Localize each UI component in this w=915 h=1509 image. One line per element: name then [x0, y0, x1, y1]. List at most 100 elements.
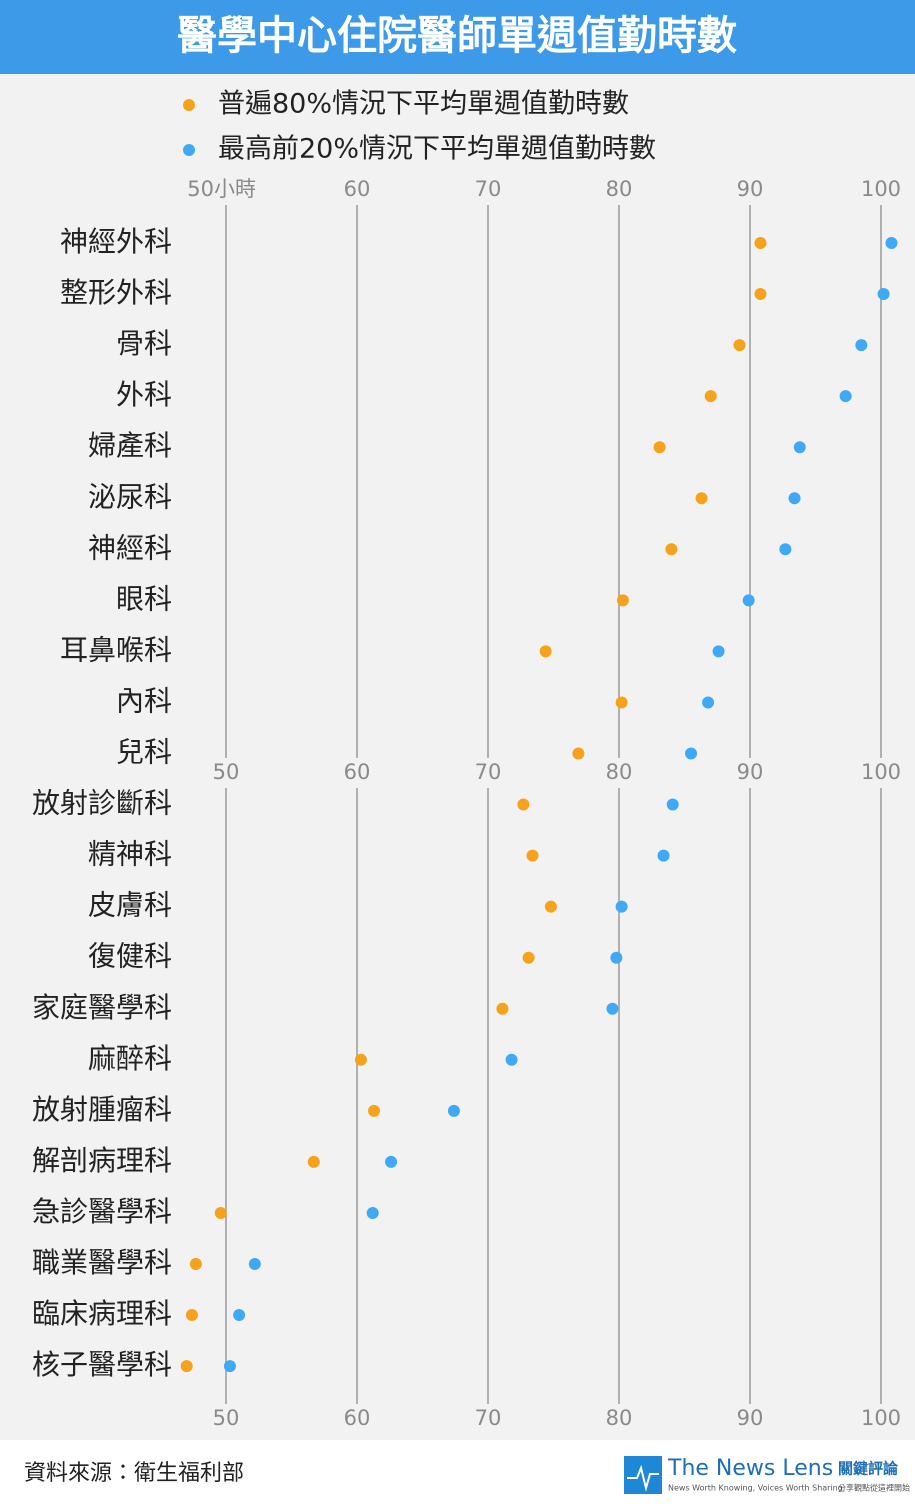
- category-label: 內科: [116, 684, 172, 717]
- category-label: 核子醫學科: [32, 1348, 172, 1381]
- dot: [695, 492, 708, 505]
- dot: [248, 1258, 261, 1270]
- dot: [233, 1309, 246, 1322]
- dot: [666, 798, 679, 811]
- x-tick-label: 70: [475, 177, 502, 201]
- dot: [496, 1002, 509, 1015]
- x-tick-label: 80: [606, 760, 633, 784]
- dot: [606, 1002, 619, 1015]
- dot: [526, 849, 539, 862]
- brand-name-zh: 關鍵評論: [838, 1460, 899, 1478]
- dot: [522, 951, 535, 964]
- dot: [385, 1155, 398, 1168]
- legend-label: 普遍80%情況下平均單週值勤時數: [218, 89, 629, 120]
- x-tick-label: 50: [213, 1406, 240, 1430]
- category-label: 臨床病理科: [32, 1297, 172, 1330]
- x-tick-label: 100: [861, 177, 901, 201]
- category-label: 外科: [116, 378, 172, 411]
- dot: [610, 951, 623, 964]
- logo: The News Lens 關鍵評論 News Worth Knowing, V…: [624, 1456, 910, 1494]
- category-label: 麻醉科: [88, 1042, 172, 1075]
- logo-pulse: [627, 1464, 659, 1492]
- x-tick-label: 100: [861, 760, 901, 784]
- category-label: 復健科: [88, 940, 172, 973]
- brand-tagline: News Worth Knowing, Voices Worth Sharing: [668, 1484, 843, 1493]
- category-label: 婦產科: [88, 429, 172, 462]
- dot: [702, 696, 715, 709]
- dot: [615, 696, 628, 709]
- x-tick-label: 80: [606, 177, 633, 201]
- x-tick-label: 90: [737, 177, 764, 201]
- category-label: 家庭醫學科: [32, 991, 172, 1024]
- source: 資料來源：衛生福利部: [24, 1461, 244, 1486]
- x-tick-label: 50: [187, 177, 214, 201]
- dot: [505, 1053, 518, 1066]
- dot: [839, 390, 852, 403]
- dot: [779, 543, 792, 556]
- category-label: 職業醫學科: [32, 1246, 172, 1279]
- category-label: 眼科: [116, 582, 172, 615]
- dot: [855, 339, 868, 352]
- dot: [307, 1155, 320, 1168]
- dot: [368, 1104, 381, 1117]
- x-tick-label: 90: [737, 760, 764, 784]
- x-tick-label: 100: [861, 1406, 901, 1430]
- category-label: 放射診斷科: [32, 787, 172, 820]
- dot: [189, 1258, 202, 1270]
- dot: [653, 441, 666, 454]
- category-label: 放射腫瘤科: [32, 1093, 172, 1126]
- dot: [544, 900, 557, 913]
- dot: [788, 492, 801, 505]
- dot: [223, 1360, 236, 1373]
- brand-tagline-zh: 分享觀點從這裡開始: [838, 1483, 910, 1493]
- dot: [742, 594, 755, 607]
- dot: [665, 543, 678, 556]
- x-tick-label: 60: [344, 760, 371, 784]
- dot: [366, 1206, 379, 1219]
- dot: [793, 441, 806, 454]
- category-label: 兒科: [116, 736, 172, 769]
- category-label: 精神科: [88, 838, 172, 871]
- dot: [704, 390, 717, 403]
- category-label: 神經外科: [60, 225, 172, 258]
- category-label: 皮膚科: [88, 889, 172, 922]
- category-label: 急診醫學科: [32, 1195, 172, 1228]
- dot: [447, 1104, 460, 1117]
- x-tick-label: 80: [606, 1406, 633, 1430]
- dot: [877, 288, 890, 301]
- dot: [685, 747, 698, 760]
- legend-label: 最高前20%情況下平均單週值勤時數: [218, 134, 656, 165]
- dot: [712, 645, 725, 658]
- dot: [572, 747, 585, 760]
- category-label: 解剖病理科: [32, 1144, 172, 1177]
- brand-name: The News Lens: [667, 1456, 833, 1481]
- dot: [754, 288, 767, 301]
- x-tick-label: 60: [344, 177, 371, 201]
- dot: [733, 339, 746, 352]
- x-tick-label: 50: [213, 760, 240, 784]
- title-bar: [0, 0, 915, 74]
- dot: [180, 1360, 193, 1373]
- category-label: 整形外科: [60, 276, 172, 309]
- dot: [214, 1206, 227, 1219]
- dot: [517, 798, 530, 811]
- x-unit-label: 小時: [214, 177, 256, 201]
- dot: [885, 237, 898, 249]
- chart-title: 醫學中心住院醫師單週值勤時數: [177, 13, 737, 59]
- x-tick-label: 70: [475, 760, 502, 784]
- category-label: 耳鼻喉科: [60, 633, 172, 666]
- category-label: 泌尿科: [88, 480, 172, 513]
- dot: [616, 594, 629, 607]
- dot: [185, 1309, 198, 1322]
- dot: [657, 849, 670, 862]
- legend-marker: [183, 99, 195, 111]
- dot: [539, 645, 552, 658]
- dot: [754, 237, 767, 249]
- legend-marker: [183, 144, 195, 156]
- category-label: 神經科: [88, 531, 172, 564]
- category-label: 骨科: [116, 327, 172, 360]
- x-tick-label: 90: [737, 1406, 764, 1430]
- x-tick-label: 60: [344, 1406, 371, 1430]
- x-tick-label: 70: [475, 1406, 502, 1430]
